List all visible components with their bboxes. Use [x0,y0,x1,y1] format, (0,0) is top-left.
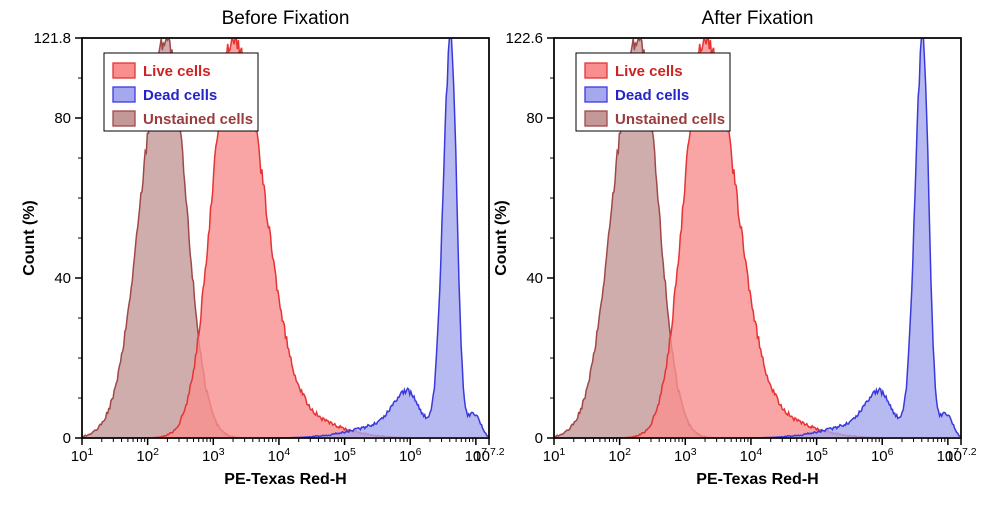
svg-text:104: 104 [268,446,291,465]
svg-text:Unstained cells: Unstained cells [615,111,725,128]
svg-text:102: 102 [608,446,631,465]
svg-text:104: 104 [740,446,763,465]
svg-text:After Fixation: After Fixation [702,8,814,29]
svg-text:0: 0 [63,430,71,447]
svg-text:106: 106 [871,446,894,465]
svg-text:Dead cells: Dead cells [143,87,217,104]
svg-text:0: 0 [535,430,543,447]
svg-text:102: 102 [136,446,159,465]
svg-text:Unstained cells: Unstained cells [143,111,253,128]
svg-text:Count (%): Count (%) [493,200,510,276]
svg-text:Live cells: Live cells [143,63,211,80]
svg-text:103: 103 [202,446,225,465]
svg-text:105: 105 [805,446,828,465]
svg-text:80: 80 [54,110,71,127]
svg-text:PE-Texas Red-H: PE-Texas Red-H [696,471,818,488]
svg-text:107.2: 107.2 [473,446,504,465]
svg-text:106: 106 [399,446,422,465]
figure-svg: 101102103104105106107107.2PE-Texas Red-H… [0,0,999,512]
svg-text:105: 105 [333,446,356,465]
svg-text:PE-Texas Red-H: PE-Texas Red-H [224,471,346,488]
svg-text:103: 103 [674,446,697,465]
svg-text:Dead cells: Dead cells [615,87,689,104]
svg-text:Live cells: Live cells [615,63,683,80]
svg-text:101: 101 [543,446,566,465]
svg-text:Count (%): Count (%) [21,200,38,276]
svg-text:122.6: 122.6 [505,30,543,47]
svg-text:107.2: 107.2 [945,446,976,465]
svg-text:121.8: 121.8 [33,30,71,47]
figure-wrapper: 101102103104105106107107.2PE-Texas Red-H… [0,0,999,512]
svg-text:101: 101 [71,446,94,465]
svg-text:80: 80 [526,110,543,127]
svg-text:40: 40 [54,270,71,287]
svg-text:40: 40 [526,270,543,287]
svg-text:Before Fixation: Before Fixation [222,8,350,29]
